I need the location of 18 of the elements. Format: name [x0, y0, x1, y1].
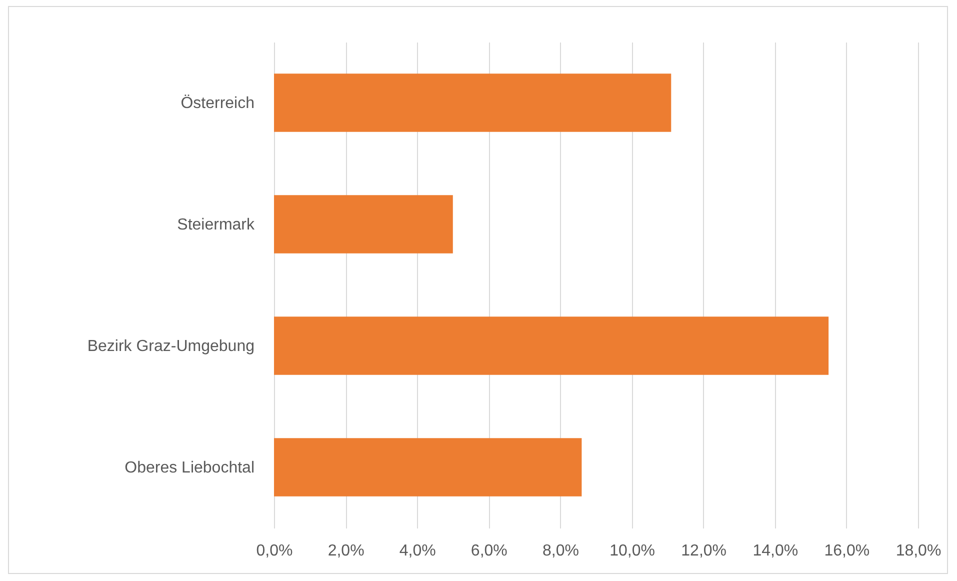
x-tick-label: 14,0% — [752, 542, 798, 560]
x-tick-label: 0,0% — [256, 542, 293, 560]
x-tick-label: 2,0% — [328, 542, 364, 560]
bar — [274, 438, 582, 496]
bar — [274, 74, 672, 132]
bar — [274, 195, 453, 254]
y-tick-label: Österreich — [180, 94, 254, 112]
y-tick-label: Steiermark — [177, 216, 256, 234]
x-tick-label: 10,0% — [610, 542, 655, 560]
x-tick-label: 4,0% — [399, 542, 436, 560]
x-tick-label: 8,0% — [542, 542, 579, 560]
x-tick-label: 18,0% — [896, 542, 942, 560]
y-tick-label: Bezirk Graz-Umgebung — [87, 338, 254, 355]
x-tick-label: 6,0% — [470, 542, 508, 560]
x-tick-label: 12,0% — [681, 542, 727, 560]
x-tick-label: 16,0% — [824, 542, 870, 560]
bar — [274, 316, 829, 375]
y-tick-label: Oberes Liebochtal — [124, 459, 254, 476]
